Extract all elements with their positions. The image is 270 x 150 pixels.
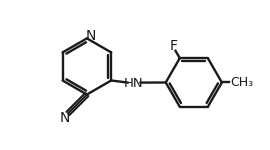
Text: N: N [86,29,96,43]
Text: F: F [169,39,177,53]
Text: N: N [60,111,70,125]
Text: HN: HN [124,77,144,90]
Text: CH₃: CH₃ [230,76,253,89]
